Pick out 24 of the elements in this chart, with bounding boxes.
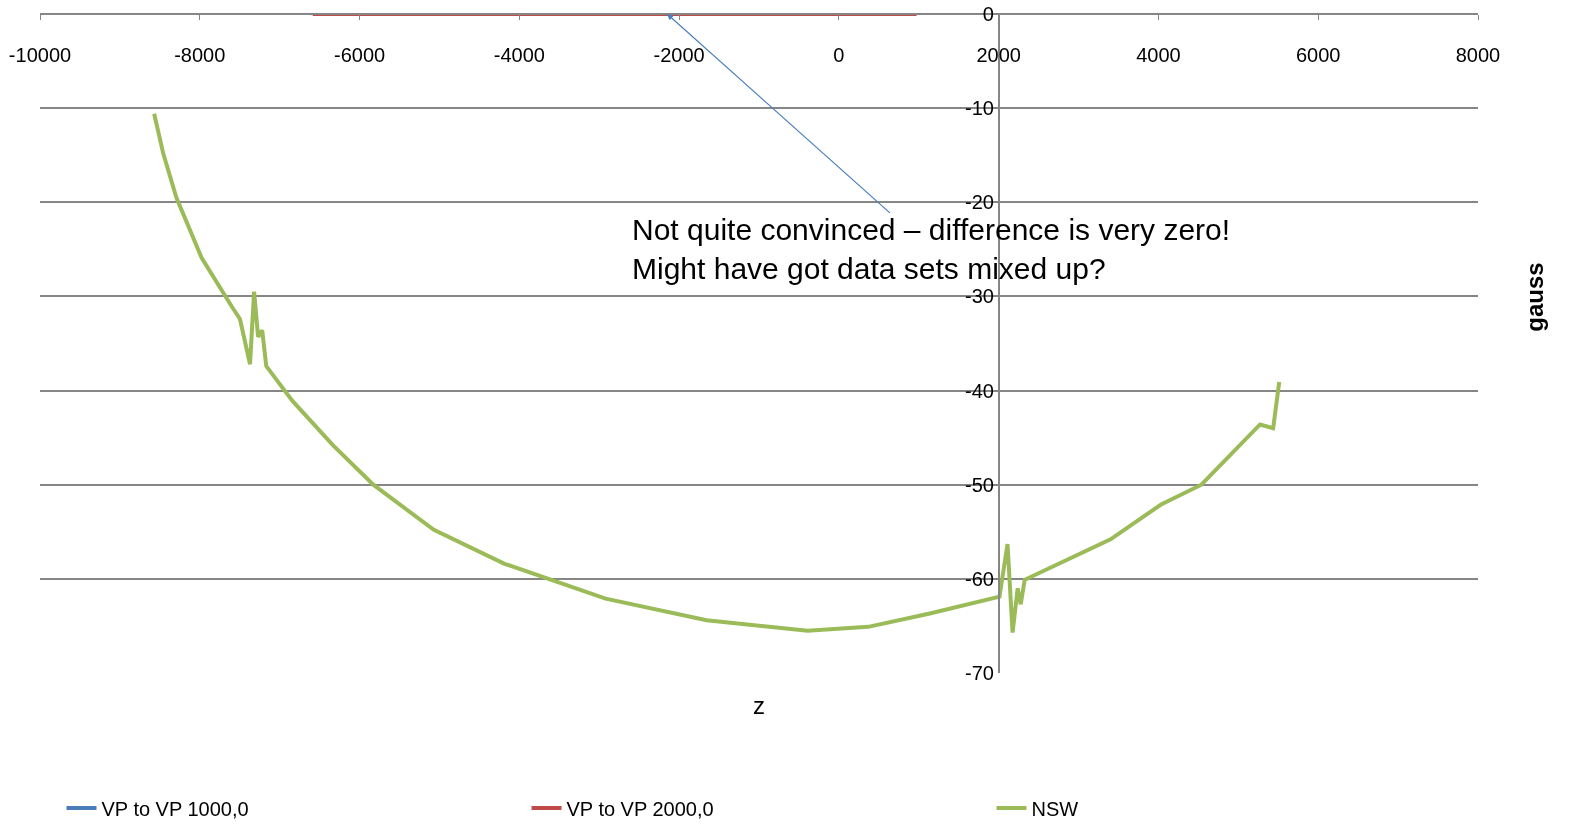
y-tick-label: -30 [965,285,994,308]
x-tick-label: -4000 [493,43,545,66]
y-tick-label: -70 [965,662,994,684]
y-tick-label: 0 [982,3,994,25]
y-tick-label: -60 [965,567,994,590]
x-tick-label: 0 [833,43,845,66]
y-tick-label: -10 [965,97,994,120]
legend-label: VP to VP 2000,0 [566,797,714,820]
y-axis-title: gauss [1521,262,1549,332]
legend-label: VP to VP 1000,0 [101,797,249,820]
x-tick-label: 6000 [1295,43,1341,66]
legend-label: NSW [1031,797,1079,820]
x-axis-title: z [753,692,765,719]
y-tick-label: -20 [965,191,994,214]
annotation: Not quite convinced – difference is very zero! Might have got data sets mixed up? [632,213,1231,285]
x-tick-label: -10000 [8,43,72,66]
y-tick-label: -50 [965,473,994,496]
x-tick-label: -6000 [333,43,386,66]
y-tick-label: -40 [965,379,994,402]
x-tick-label: 8000 [1455,43,1501,66]
x-tick-label: 2000 [976,43,1021,66]
x-tick-label: -2000 [653,43,705,66]
x-tick-label: 4000 [1136,43,1181,66]
x-tick-label: -8000 [174,43,226,66]
